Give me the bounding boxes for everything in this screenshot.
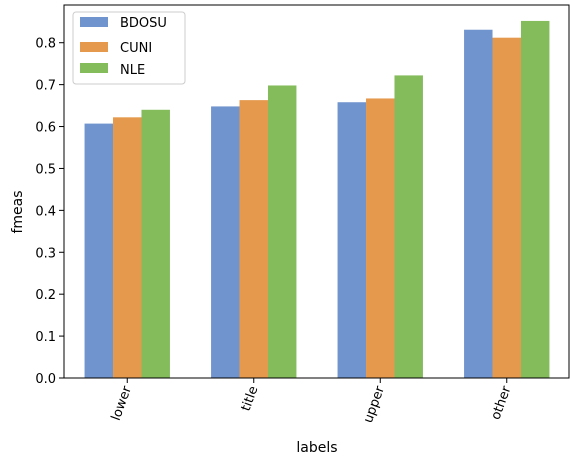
bar-cuni-upper bbox=[366, 98, 395, 379]
y-axis-label: fmeas bbox=[10, 190, 26, 233]
legend-swatch-nle bbox=[80, 63, 108, 73]
y-tick-label: 0.7 bbox=[35, 79, 56, 94]
y-tick-label: 0.5 bbox=[35, 162, 56, 177]
legend-swatch-bdosu bbox=[80, 17, 108, 27]
y-tick-label: 0.1 bbox=[35, 330, 56, 345]
x-axis-label: labels bbox=[296, 440, 337, 456]
bar-bdosu-lower bbox=[84, 123, 114, 378]
legend-swatch-cuni bbox=[80, 42, 108, 52]
x-tick-label-upper: upper bbox=[361, 384, 388, 426]
bar-cuni-lower bbox=[113, 117, 142, 379]
y-tick-label: 0.6 bbox=[35, 121, 56, 136]
x-tick-label-lower: lower bbox=[109, 384, 135, 423]
legend-label-bdosu: BDOSU bbox=[120, 16, 167, 31]
bar-nle-title bbox=[267, 85, 297, 379]
y-tick-label: 0.8 bbox=[35, 37, 56, 52]
y-axis-ticks: 0.0 0.1 0.2 0.3 0.4 0.5 0.6 0.7 0.8 bbox=[35, 37, 64, 387]
bar-nle-upper bbox=[394, 75, 423, 378]
x-tick-label-title: title bbox=[239, 384, 262, 413]
bar-bdosu-upper bbox=[337, 102, 367, 379]
plot-frame bbox=[63, 4, 570, 379]
legend: BDOSU CUNI NLE bbox=[72, 11, 186, 85]
y-tick-label: 0.0 bbox=[35, 372, 56, 387]
bar-nle-lower bbox=[141, 109, 170, 379]
bar-cuni-title bbox=[239, 100, 268, 378]
legend-label-nle: NLE bbox=[120, 63, 145, 78]
x-tick-label-other: other bbox=[489, 384, 515, 422]
bar-nle-other bbox=[520, 20, 550, 378]
bars-layer bbox=[84, 20, 550, 379]
y-tick-label: 0.2 bbox=[35, 288, 56, 303]
x-axis-ticks: lower title upper other bbox=[109, 378, 515, 425]
y-tick-label: 0.3 bbox=[35, 246, 56, 261]
bar-cuni-other bbox=[492, 37, 521, 379]
y-tick-label: 0.4 bbox=[35, 204, 56, 219]
legend-label-cuni: CUNI bbox=[120, 41, 152, 56]
bar-bdosu-other bbox=[464, 29, 493, 379]
bar-bdosu-title bbox=[211, 106, 240, 378]
axes-layer bbox=[63, 4, 570, 379]
